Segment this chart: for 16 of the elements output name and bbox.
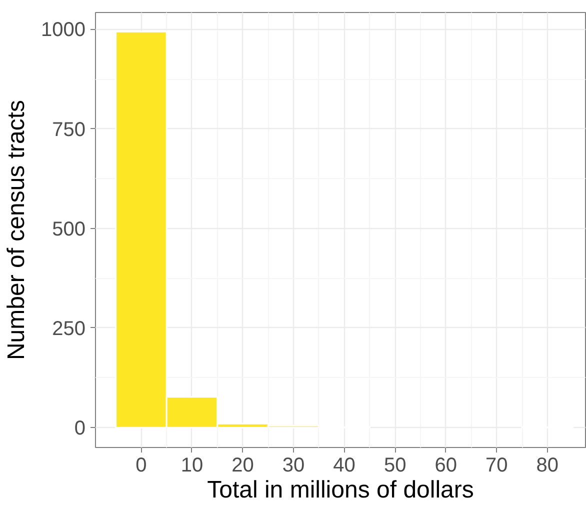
x-tick-label: 0	[136, 454, 147, 476]
y-tick-label: 0	[74, 418, 86, 440]
x-tick-label: 80	[536, 454, 559, 476]
x-tick-label: 30	[282, 454, 305, 476]
x-tick-label: 50	[384, 454, 406, 476]
x-tick-label: 20	[232, 454, 254, 476]
y-tick-label: 750	[52, 118, 86, 141]
y-tick-label: 1000	[41, 19, 86, 42]
x-axis-title: Total in millions of dollars	[207, 476, 474, 504]
x-tick-label: 70	[486, 454, 508, 476]
x-tick-label: 10	[180, 454, 204, 476]
y-tick-label: 250	[52, 318, 86, 340]
y-tick-label: 500	[52, 218, 86, 240]
x-tick-label: 60	[434, 454, 457, 476]
y-axis-title: Number of census tracts	[3, 100, 30, 360]
x-tick-label: 40	[333, 454, 356, 476]
